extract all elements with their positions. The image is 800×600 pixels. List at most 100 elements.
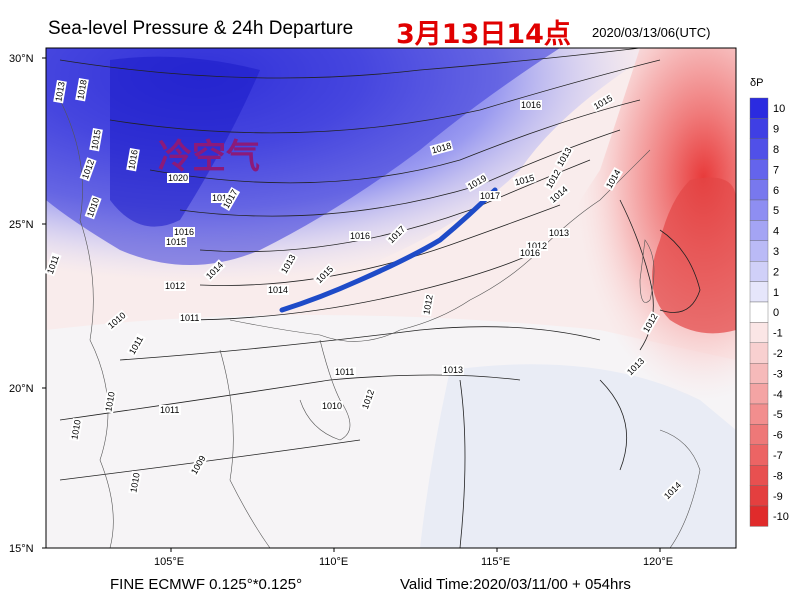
colorbar-swatch	[749, 158, 769, 180]
colorbar-level-label: -9	[773, 491, 783, 503]
isobar-label-text: 1012	[527, 241, 547, 251]
isobar-label: 1014	[267, 285, 289, 295]
isobar-label-text: 1011	[180, 313, 199, 323]
isobar-label-text: 1012	[165, 281, 185, 291]
lon-label-120e: 120°E	[643, 556, 673, 568]
isobar-label: 1016	[520, 100, 542, 110]
lat-label-25n: 25°N	[9, 219, 34, 231]
colorbar-swatch	[749, 179, 769, 201]
isobar-label-text: 1018	[75, 79, 88, 100]
isobar-label-text: 1011	[335, 367, 354, 377]
colorbar-swatch	[749, 505, 769, 527]
isobar-label-text: 1010	[69, 419, 82, 440]
chart-title-utc-time: 2020/03/13/06(UTC)	[592, 25, 711, 40]
colorbar-level-label: -6	[773, 430, 783, 442]
colorbar-level-label: 10	[773, 103, 785, 115]
isobar-label: 1016	[173, 227, 195, 237]
lon-label-110e: 110°E	[319, 556, 348, 568]
isobar-label: 1016	[126, 147, 140, 172]
isobar-label: 1010	[128, 470, 142, 495]
isobar-label: 1016	[349, 231, 371, 241]
colorbar-level-label: -10	[773, 511, 789, 523]
isobar-label-text: 1016	[126, 149, 139, 170]
isobar-label-text: 1011	[160, 405, 179, 415]
isobar-label-text: 1018	[212, 193, 232, 203]
colorbar-level-label: -3	[773, 368, 783, 380]
colorbar-level-label: -4	[773, 389, 783, 401]
footer-valid-time: Valid Time:2020/03/11/00 + 054hrs	[400, 576, 631, 593]
colorbar-swatch	[749, 342, 769, 364]
colorbar-swatch	[749, 363, 769, 384]
colorbar-level-label: -5	[773, 409, 783, 421]
isobar-label: 1015	[165, 237, 187, 247]
colorbar-swatch	[749, 118, 769, 140]
colorbar-swatch	[749, 383, 769, 405]
colorbar-level-label: 8	[773, 144, 779, 156]
isobar-label: 1013	[53, 79, 67, 104]
lat-label-20n: 20°N	[9, 383, 34, 395]
cold-front-line	[279, 187, 498, 313]
colorbar-level-label: -8	[773, 470, 783, 482]
colorbar-level-label: 9	[773, 124, 779, 136]
isobar-label: 1010	[321, 401, 343, 411]
light-blue-zone	[420, 364, 736, 548]
isobar-label-text: 1017	[480, 191, 500, 201]
longitude-labels: 105°E 110°E 115°E 120°E	[154, 548, 673, 568]
isobar-label-text: 1015	[166, 237, 186, 247]
colorbar-level-label: 2	[773, 266, 779, 278]
colorbar-level-label: 3	[773, 246, 779, 258]
isobar-label-text: 1016	[521, 100, 541, 110]
colorbar-level-label: -2	[773, 348, 783, 360]
isobar-label: 1011	[159, 405, 181, 415]
warm-region	[520, 48, 736, 420]
colorbar-level-label: -7	[773, 450, 783, 462]
isobar-label-text: 1016	[520, 248, 540, 258]
colorbar-swatch	[749, 138, 769, 160]
colorbar-swatch	[749, 465, 769, 486]
isobar-label: 1018	[75, 77, 89, 102]
chart-title: Sea-level Pressure & 24h Departure	[48, 18, 354, 39]
colorbar-swatch	[749, 220, 769, 241]
isobar-label-text: 1020	[168, 173, 188, 183]
colorbar-swatch	[749, 301, 769, 323]
colorbar-swatch	[749, 281, 769, 303]
colorbar-level-label: 7	[773, 164, 779, 176]
warm-core	[652, 177, 736, 334]
isobar-label: 1017	[479, 191, 501, 201]
isobar-label: 1013	[442, 365, 464, 375]
coastline	[59, 99, 701, 548]
isobar-label-text: 1014	[268, 285, 288, 295]
isobar-label-text: 1013	[443, 365, 463, 375]
isobar-label-text: 1012	[421, 294, 434, 315]
cold-air-annotation: 冷空气	[158, 137, 260, 177]
isobar-label: 1015	[89, 127, 103, 152]
lon-label-105e: 105°E	[154, 556, 184, 568]
colorbar-level-label: 5	[773, 205, 779, 217]
cold-air-max	[110, 56, 260, 227]
isobar-label: 1010	[103, 389, 117, 414]
lon-label-115e: 115°E	[481, 556, 510, 568]
isobar-label-text: 1015	[89, 129, 102, 150]
latitude-labels: 30°N 25°N 20°N 15°N	[9, 53, 46, 555]
lat-label-15n: 15°N	[9, 543, 34, 555]
isobar-label-text: 1013	[549, 228, 569, 238]
lat-label-30n: 30°N	[9, 53, 34, 65]
chart-title-local-time: 3月13日14点	[396, 19, 571, 50]
isobar-label-text: 1010	[322, 401, 342, 411]
colorbar-swatch	[749, 199, 769, 221]
isobar-label: 1018	[211, 193, 233, 203]
colorbar-level-label: 6	[773, 185, 779, 197]
colorbar-swatch	[749, 240, 769, 262]
isobar-label: 1011	[334, 367, 356, 377]
isobar-label-text: 1016	[174, 227, 194, 237]
isobar-label: 1010	[69, 417, 83, 442]
colorbar-level-label: -1	[773, 328, 783, 340]
isobar-label: 1012	[164, 281, 186, 291]
colorbar-swatch	[749, 444, 769, 466]
isobar-label: 1012	[421, 292, 435, 317]
plot-frame	[45, 47, 737, 549]
colorbar-swatch	[749, 97, 769, 119]
isobar-label-text: 1013	[53, 81, 66, 102]
